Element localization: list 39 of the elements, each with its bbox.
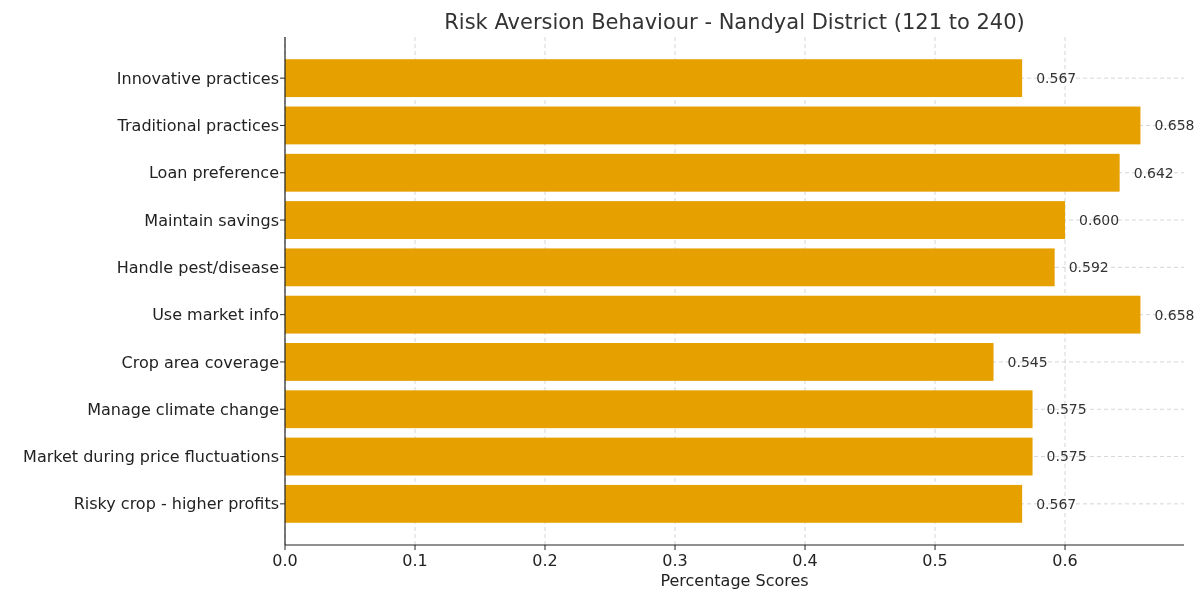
data-label: 0.642 bbox=[1133, 164, 1174, 181]
x-tick-label: 0.4 bbox=[792, 551, 818, 570]
data-label: 0.575 bbox=[1046, 401, 1087, 418]
bar bbox=[285, 484, 1023, 523]
x-tick-label: 0.3 bbox=[662, 551, 688, 570]
bar bbox=[285, 59, 1023, 98]
data-label: 0.658 bbox=[1154, 117, 1195, 134]
x-tick-label: 0.0 bbox=[272, 551, 298, 570]
x-tick-label: 0.6 bbox=[1052, 551, 1078, 570]
data-label: 0.592 bbox=[1068, 259, 1109, 276]
y-tick-label: Market during price fluctuations bbox=[23, 447, 279, 467]
x-tick-label: 0.2 bbox=[532, 551, 558, 570]
bar bbox=[285, 201, 1066, 239]
y-tick-label: Handle pest/disease bbox=[116, 257, 279, 277]
data-label: 0.575 bbox=[1046, 448, 1087, 465]
y-tick-label: Traditional practices bbox=[116, 116, 279, 136]
x-axis-title: Percentage Scores bbox=[660, 571, 809, 590]
bar bbox=[285, 390, 1033, 429]
y-tick-label: Innovative practices bbox=[116, 68, 279, 88]
y-tick-label: Maintain savings bbox=[144, 210, 279, 230]
y-tick-label: Crop area coverage bbox=[121, 352, 279, 372]
data-label: 0.545 bbox=[1007, 353, 1048, 370]
y-tick-label: Risky crop - higher profits bbox=[73, 494, 279, 514]
data-label: 0.567 bbox=[1036, 70, 1077, 87]
x-tick-label: 0.1 bbox=[402, 551, 428, 570]
data-label: 0.600 bbox=[1079, 211, 1120, 228]
y-tick-label: Manage climate change bbox=[87, 399, 279, 419]
x-tick-label: 0.5 bbox=[922, 551, 948, 570]
chart-title: Risk Aversion Behaviour - Nandyal District (121 to 240) bbox=[444, 10, 1025, 34]
bar bbox=[285, 295, 1141, 334]
bar bbox=[285, 106, 1141, 145]
y-tick-label: Use market info bbox=[152, 305, 279, 325]
y-tick-label: Loan preference bbox=[148, 163, 279, 183]
data-label: 0.658 bbox=[1154, 306, 1195, 323]
bar bbox=[285, 153, 1120, 192]
bar bbox=[285, 437, 1033, 476]
bar bbox=[285, 343, 994, 381]
data-label: 0.567 bbox=[1036, 495, 1077, 512]
bar bbox=[285, 248, 1055, 287]
